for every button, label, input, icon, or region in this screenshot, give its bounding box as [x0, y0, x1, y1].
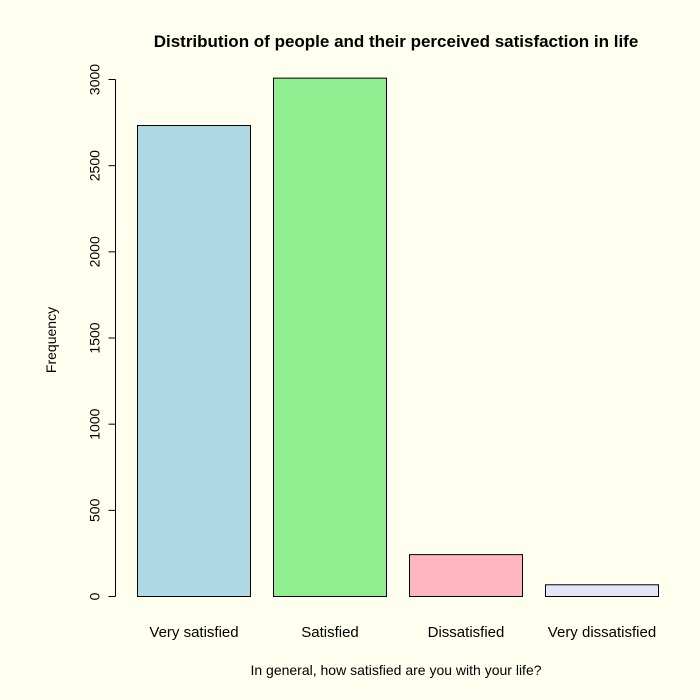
- y-axis-label: Frequency: [43, 307, 59, 373]
- category-labels: Very satisfied Satisfied Dissatisfied Very …: [149, 624, 656, 641]
- y-tick-label: 2500: [87, 150, 103, 181]
- y-tick-label: 2000: [87, 236, 103, 267]
- y-tick-label: 500: [87, 498, 103, 522]
- bar-dissatisfied: [409, 554, 523, 597]
- y-tick-label: 1500: [87, 322, 103, 353]
- x-axis-label: In general, how satisfied are you with y…: [250, 662, 541, 678]
- category-label-dissatisfied: Dissatisfied: [428, 624, 505, 641]
- category-label-very-satisfied: Very satisfied: [149, 624, 238, 641]
- bars-group: [137, 77, 659, 597]
- bar-satisfied: [273, 77, 387, 597]
- category-label-satisfied: Satisfied: [301, 624, 359, 641]
- y-tick-label: 1000: [87, 408, 103, 439]
- y-tick-label: 0: [87, 592, 103, 600]
- category-label-very-dissatisfied: Very dissatisfied: [548, 624, 656, 641]
- y-tick-label: 3000: [87, 64, 103, 95]
- chart-title: Distribution of people and their perceiv…: [154, 32, 639, 51]
- bar-very-satisfied: [137, 125, 251, 597]
- y-axis: 0 500 1000 1500 2000 2500 3000: [87, 64, 116, 600]
- bar-very-dissatisfied: [545, 584, 659, 597]
